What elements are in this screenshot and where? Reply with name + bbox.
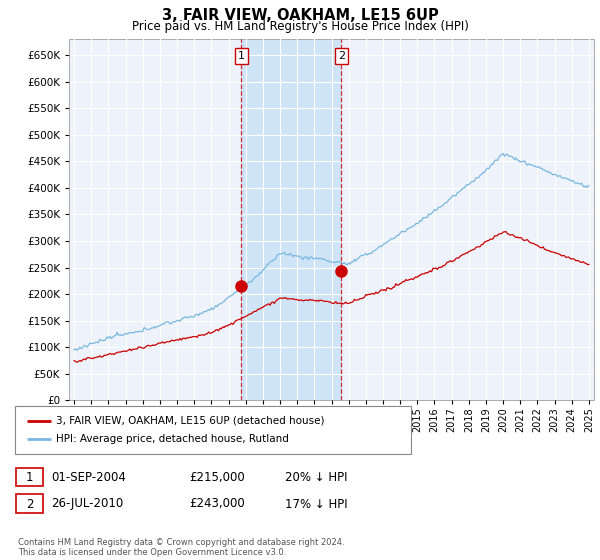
Text: 20% ↓ HPI: 20% ↓ HPI <box>285 470 347 484</box>
Text: 2: 2 <box>26 497 33 511</box>
Text: 17% ↓ HPI: 17% ↓ HPI <box>285 497 347 511</box>
Text: 3, FAIR VIEW, OAKHAM, LE15 6UP (detached house): 3, FAIR VIEW, OAKHAM, LE15 6UP (detached… <box>56 416 325 426</box>
Text: £215,000: £215,000 <box>189 470 245 484</box>
Text: Price paid vs. HM Land Registry's House Price Index (HPI): Price paid vs. HM Land Registry's House … <box>131 20 469 32</box>
Text: 2: 2 <box>338 51 345 61</box>
Text: 1: 1 <box>26 470 33 484</box>
Text: Contains HM Land Registry data © Crown copyright and database right 2024.
This d: Contains HM Land Registry data © Crown c… <box>18 538 344 557</box>
Text: 3, FAIR VIEW, OAKHAM, LE15 6UP: 3, FAIR VIEW, OAKHAM, LE15 6UP <box>161 8 439 24</box>
Text: 1: 1 <box>238 51 245 61</box>
Bar <box>241 39 341 400</box>
Text: 01-SEP-2004: 01-SEP-2004 <box>51 470 126 484</box>
Text: HPI: Average price, detached house, Rutland: HPI: Average price, detached house, Rutl… <box>56 434 289 444</box>
Text: £243,000: £243,000 <box>189 497 245 511</box>
Text: 26-JUL-2010: 26-JUL-2010 <box>51 497 123 511</box>
